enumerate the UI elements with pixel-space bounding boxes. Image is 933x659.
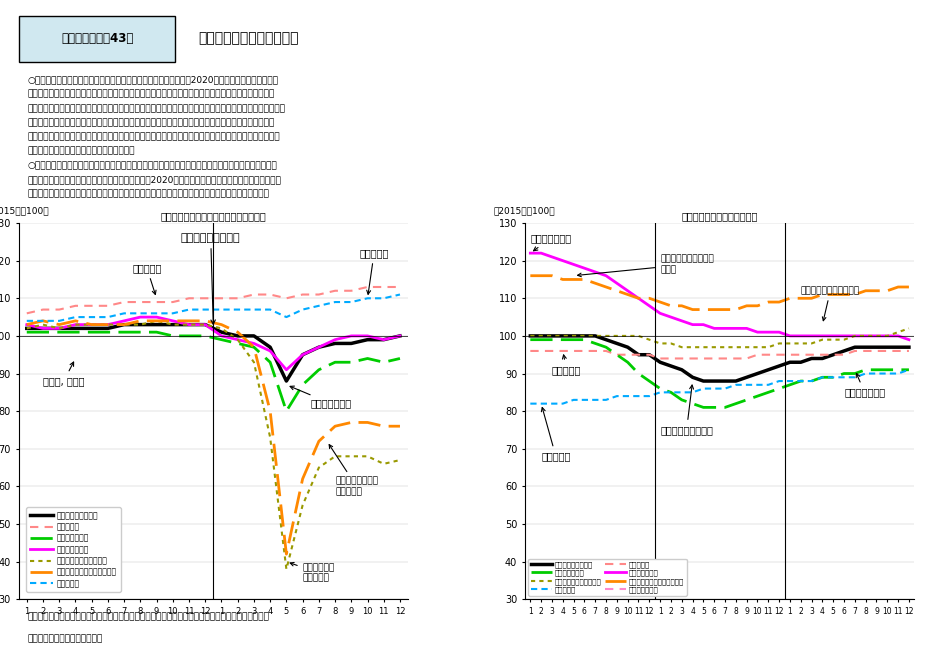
Text: 「宿泊業，飲食サービス業」「生活関連サービス業，娯楽業」など、幅広い産業で低下している。: 「宿泊業，飲食サービス業」「生活関連サービス業，娯楽業」など、幅広い産業で低下し… <box>28 190 270 198</box>
Text: 資料出所　経済産業省「第３次産業活動指数」をもとに厚生労働省政策統括官付政策統括室にて作成: 資料出所 経済産業省「第３次産業活動指数」をもとに厚生労働省政策統括官付政策統括… <box>28 613 270 621</box>
Text: ○　第３次産業活動指数を主要産業別にみると、緊急事態宣言下の2020年４月から５月にかけてほ: ○ 第３次産業活動指数を主要産業別にみると、緊急事態宣言下の2020年４月から５… <box>28 75 279 84</box>
Text: 業」「生活関連サービス業，娯楽業」「運輸業，郵便業」では相対的に回復の動きが鈍く、１２月時点: 業」「生活関連サービス業，娯楽業」「運輸業，郵便業」では相対的に回復の動きが鈍く… <box>28 132 280 142</box>
Text: 医療，福祉: 医療，福祉 <box>541 407 570 461</box>
Bar <box>19 16 175 63</box>
Text: 情報通信業: 情報通信業 <box>552 355 581 375</box>
Text: では感染拡大前の水準には戻っていない。: では感染拡大前の水準には戻っていない。 <box>28 147 135 156</box>
Text: （2015年＝100）: （2015年＝100） <box>494 206 555 215</box>
Text: 卸売業, 小売業: 卸売業, 小売業 <box>43 362 85 386</box>
Text: 第１－（５）－43図: 第１－（５）－43図 <box>62 32 133 45</box>
Text: 第３次産業活動指数の推移: 第３次産業活動指数の推移 <box>198 31 299 45</box>
Text: な低下がみられなかったのに対し、感染拡大期の2020年には、大幅に低下した「運輸業，郵便業」: な低下がみられなかったのに対し、感染拡大期の2020年には、大幅に低下した「運輸… <box>28 175 282 185</box>
Text: 情報通信業: 情報通信業 <box>132 263 161 295</box>
Text: も低下した。その後、６月以降はほぼ全ての産業で回復傾向がみられたが、「宿泊業，飲食サービス: も低下した。その後、６月以降はほぼ全ての産業で回復傾向がみられたが、「宿泊業，飲… <box>28 118 275 127</box>
Text: 運輸業，郵便業: 運輸業，郵便業 <box>844 374 885 397</box>
Text: 医療，福祉: 医療，福祉 <box>359 248 389 295</box>
Text: ぼ全ての第３次産業で低下した。特に「宿泊業，飲食サービス業」「生活関連サービス業，娯楽業」: ぼ全ての第３次産業で低下した。特に「宿泊業，飲食サービス業」「生活関連サービス業… <box>28 90 275 99</box>
Text: （注）　データは季節調整値。: （注） データは季節調整値。 <box>28 634 103 643</box>
Text: 宿泊業，飲食サービス業: 宿泊業，飲食サービス業 <box>801 286 860 321</box>
Text: （2015年＝100）: （2015年＝100） <box>0 206 49 215</box>
Text: 第３次産業活動指数: 第３次産業活動指数 <box>661 385 713 435</box>
Text: 生活関連サービス
業，娯楽業: 生活関連サービス 業，娯楽業 <box>329 445 378 496</box>
Text: ○　リーマンショック期には、「卸売業，小売業」では低下がみられたものの他の第３次産業では大幅: ○ リーマンショック期には、「卸売業，小売業」では低下がみられたものの他の第３次… <box>28 161 277 170</box>
Text: 第３次産業活動指数: 第３次産業活動指数 <box>181 233 241 324</box>
Text: 卸売業，小売業: 卸売業，小売業 <box>530 233 571 251</box>
Text: 運輸業，郵便業: 運輸業，郵便業 <box>290 386 352 409</box>
Title: 新型コロナウイルス感染症の感染拡大期: 新型コロナウイルス感染症の感染拡大期 <box>160 211 266 221</box>
Text: といった対人サービスを中心とした産業で大幅に低下したほか、「運輸業，郵便業」「卸売業，小売業」: といった対人サービスを中心とした産業で大幅に低下したほか、「運輸業，郵便業」「卸… <box>28 104 285 113</box>
Title: （参考）リーマンショック期: （参考）リーマンショック期 <box>681 211 758 221</box>
Text: 宿泊業，飲食
サービス業: 宿泊業，飲食 サービス業 <box>290 563 335 583</box>
Legend: 第３次産業活動指数, 情報通信業, 運輸業，郵便業, 卸売業，小売業, 宿泊業，飲食サービス業, 生活関連サービス業，娯楽業, 医療，福祉: 第３次産業活動指数, 情報通信業, 運輸業，郵便業, 卸売業，小売業, 宿泊業，… <box>26 507 121 592</box>
Text: 生活関連サービス業，
娯楽業: 生活関連サービス業， 娯楽業 <box>578 255 714 277</box>
Legend: 第３次産業活動指数, 運輸業，郵便業, 宿泊業，飲食サービス業, 医療，福祉, 情報通信業, 卸売業，小売業, 生活関連サービス業，娯楽業, 卸売業，小売業: 第３次産業活動指数, 運輸業，郵便業, 宿泊業，飲食サービス業, 医療，福祉, … <box>528 559 687 596</box>
